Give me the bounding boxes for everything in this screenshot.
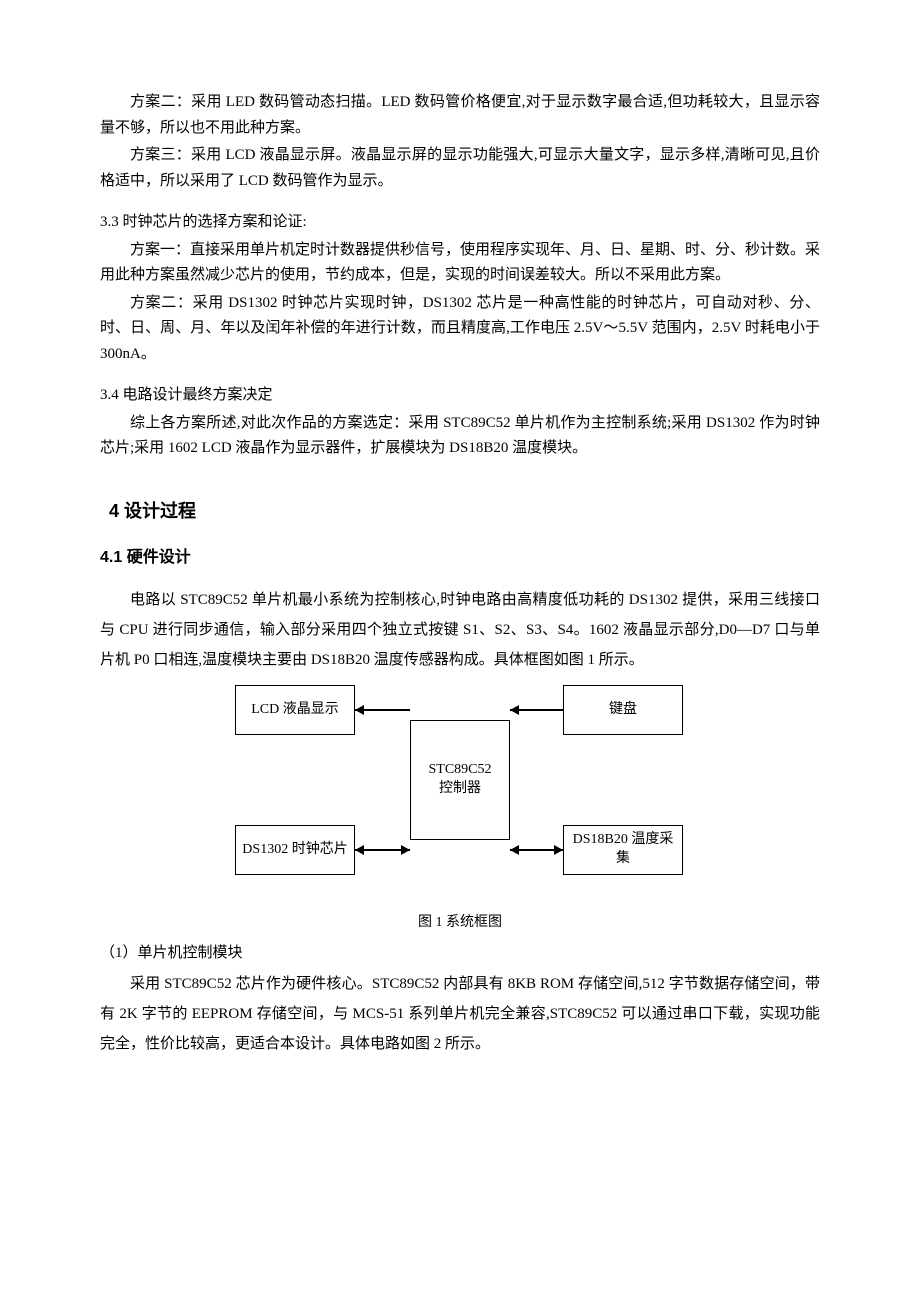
- diagram-node-ds18b20: DS18B20 温度采集: [563, 825, 683, 875]
- section-heading-3-4: 3.4 电路设计最终方案决定: [100, 383, 820, 409]
- diagram-node-mcu: STC89C52控制器: [410, 720, 510, 840]
- paragraph: 方案三：采用 LCD 液晶显示屏。液晶显示屏的显示功能强大,可显示大量文字，显示…: [100, 143, 820, 194]
- arrowhead-icon: [510, 705, 519, 715]
- paragraph: 电路以 STC89C52 单片机最小系统为控制核心,时钟电路由高精度低功耗的 D…: [100, 585, 820, 675]
- paragraph: 方案二：采用 LED 数码管动态扫描。LED 数码管价格便宜,对于显示数字最合适…: [100, 90, 820, 141]
- arrowhead-icon: [510, 845, 519, 855]
- paragraph: 方案一：直接采用单片机定时计数器提供秒信号，使用程序实现年、月、日、星期、时、分…: [100, 238, 820, 289]
- arrowhead-icon: [554, 845, 563, 855]
- paragraph: 综上各方案所述,对此次作品的方案选定：采用 STC89C52 单片机作为主控制系…: [100, 411, 820, 462]
- section-heading-4: 4 设计过程: [100, 496, 820, 527]
- diagram-node-lcd: LCD 液晶显示: [235, 685, 355, 735]
- system-block-diagram: LCD 液晶显示 键盘 STC89C52控制器 DS1302 时钟芯片 DS18B20 …: [225, 685, 695, 935]
- paragraph: 方案二：采用 DS1302 时钟芯片实现时钟，DS1302 芯片是一种高性能的时…: [100, 291, 820, 368]
- arrowhead-icon: [401, 845, 410, 855]
- arrowhead-icon: [355, 705, 364, 715]
- diagram-node-kbd: 键盘: [563, 685, 683, 735]
- arrowhead-icon: [355, 845, 364, 855]
- document-page: 方案二：采用 LED 数码管动态扫描。LED 数码管价格便宜,对于显示数字最合适…: [0, 0, 920, 1302]
- figure-caption: 图 1 系统框图: [225, 911, 695, 935]
- section-heading-4-1: 4.1 硬件设计: [100, 544, 820, 571]
- diagram-node-ds1302: DS1302 时钟芯片: [235, 825, 355, 875]
- subsection-heading: （1）单片机控制模块: [100, 941, 820, 967]
- paragraph: 采用 STC89C52 芯片作为硬件核心。STC89C52 内部具有 8KB R…: [100, 969, 820, 1059]
- section-heading-3-3: 3.3 时钟芯片的选择方案和论证:: [100, 210, 820, 236]
